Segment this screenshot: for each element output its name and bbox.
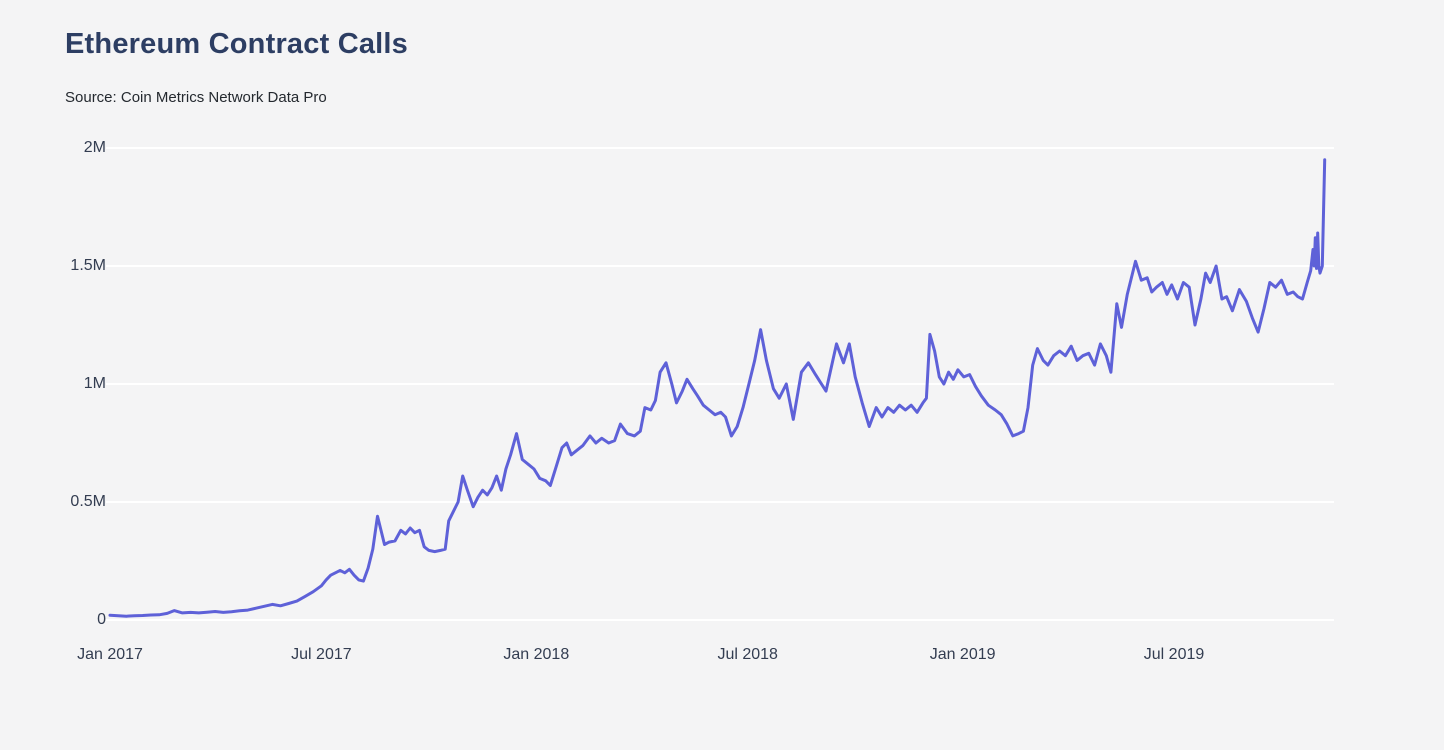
y-axis-tick-label: 2M <box>83 139 106 156</box>
x-axis-tick-label: Jul 2017 <box>291 646 352 663</box>
chart-title: Ethereum Contract Calls <box>65 28 409 60</box>
y-axis-tick-label: 1M <box>83 375 106 392</box>
x-axis-tick-label: Jan 2019 <box>929 646 996 663</box>
chart-source: Source: Coin Metrics Network Data Pro <box>65 89 327 106</box>
y-axis-tick-label: 1.5M <box>70 257 106 274</box>
x-axis-tick-label: Jul 2019 <box>1143 646 1205 663</box>
x-axis-tick-label: Jan 2017 <box>77 646 143 663</box>
x-axis-tick-label: Jul 2018 <box>717 646 778 663</box>
y-axis-tick-label: 0 <box>97 611 106 628</box>
y-axis-tick-label: 0.5M <box>70 493 106 510</box>
series-line <box>108 158 1327 618</box>
x-axis-tick-label: Jan 2018 <box>503 646 570 663</box>
